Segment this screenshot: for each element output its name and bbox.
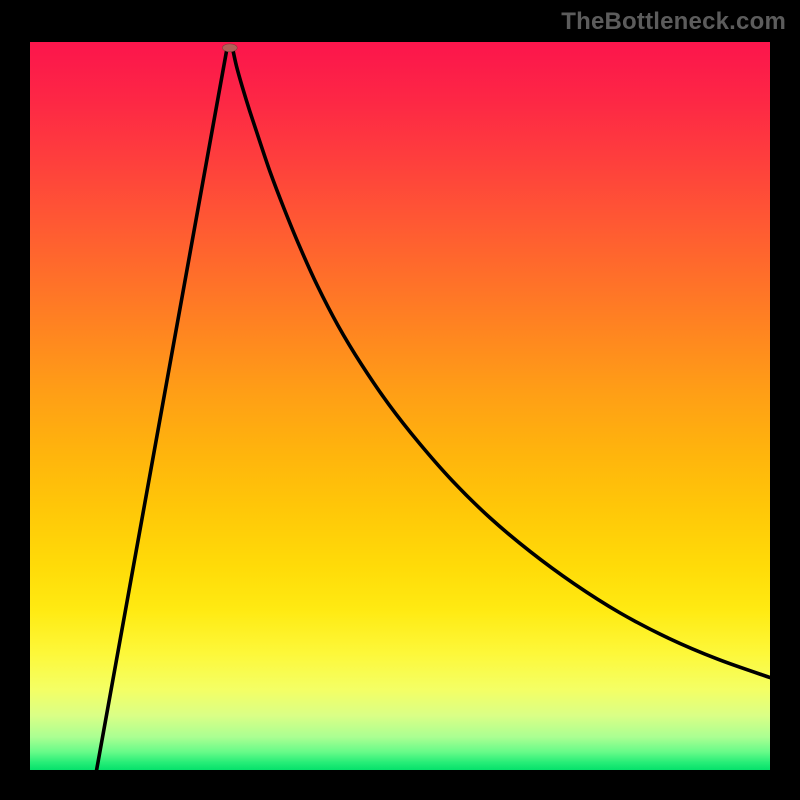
plot-area (30, 42, 770, 770)
curve-overlay (30, 42, 770, 770)
optimal-point-marker (222, 44, 237, 52)
curve-left-segment (97, 49, 227, 770)
watermark-text: TheBottleneck.com (561, 8, 786, 36)
chart-container: TheBottleneck.com (0, 0, 800, 800)
curve-right-segment (233, 49, 770, 677)
